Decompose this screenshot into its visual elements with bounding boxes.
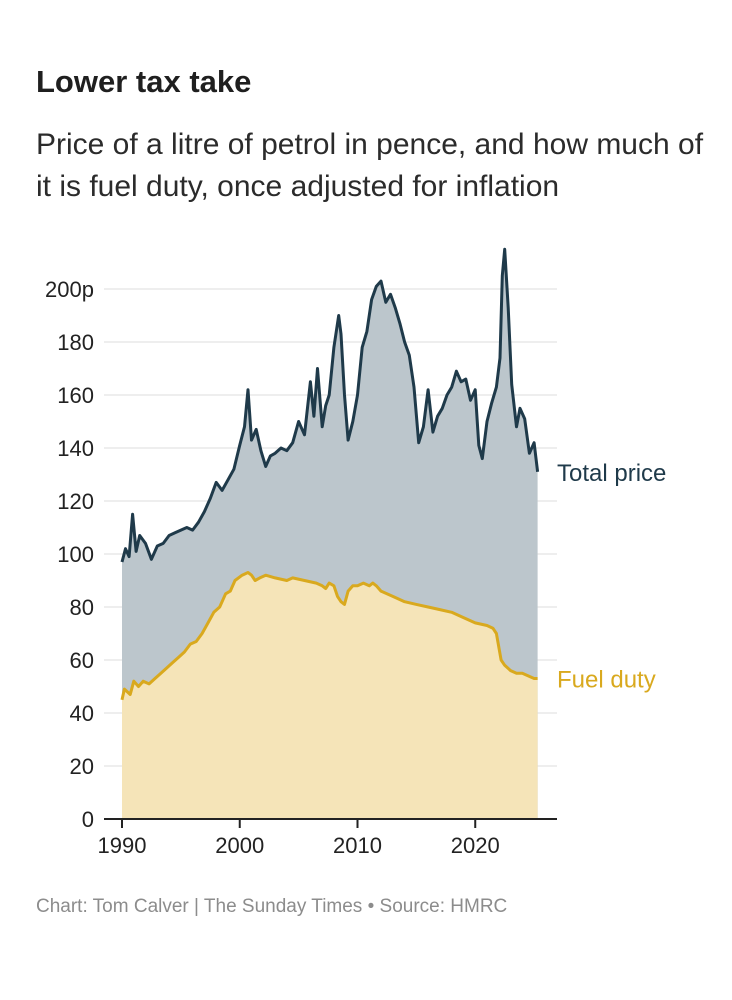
axes: 0 20 40 60 80 100 120 140 160 180 200p 1990 2000 2010…	[45, 277, 557, 858]
y-tick-label-0: 0	[82, 807, 94, 832]
y-tick-label-160: 160	[57, 383, 94, 408]
y-tick-label-180: 180	[57, 330, 94, 355]
y-tick-label-120: 120	[57, 489, 94, 514]
x-tick-label-2020: 2020	[451, 833, 500, 858]
total-price-label: Total price	[557, 460, 666, 487]
chart-footer-credit: Chart: Tom Calver | The Sunday Times • S…	[36, 896, 508, 917]
chart-subtitle: Price of a litre of petrol in pence, and…	[36, 128, 704, 203]
y-tick-label-40: 40	[70, 701, 94, 726]
y-tick-label-60: 60	[70, 648, 94, 673]
x-tick-label-1990: 1990	[98, 833, 147, 858]
y-tick-label-140: 140	[57, 436, 94, 461]
y-tick-label-200: 200p	[45, 277, 94, 302]
x-tick-label-2000: 2000	[215, 833, 264, 858]
x-tick-label-2010: 2010	[333, 833, 382, 858]
fuel-duty-area	[122, 572, 538, 819]
chart-title: Lower tax take	[36, 64, 252, 99]
y-tick-label-100: 100	[57, 542, 94, 567]
fuel-duty-label: Fuel duty	[557, 667, 656, 694]
fuel-duty-line	[120, 571, 538, 701]
y-tick-label-20: 20	[70, 754, 94, 779]
series-areas	[120, 247, 540, 820]
total-price-line	[120, 247, 540, 563]
y-tick-label-80: 80	[70, 595, 94, 620]
series-labels: Total price Fuel duty	[557, 460, 666, 694]
